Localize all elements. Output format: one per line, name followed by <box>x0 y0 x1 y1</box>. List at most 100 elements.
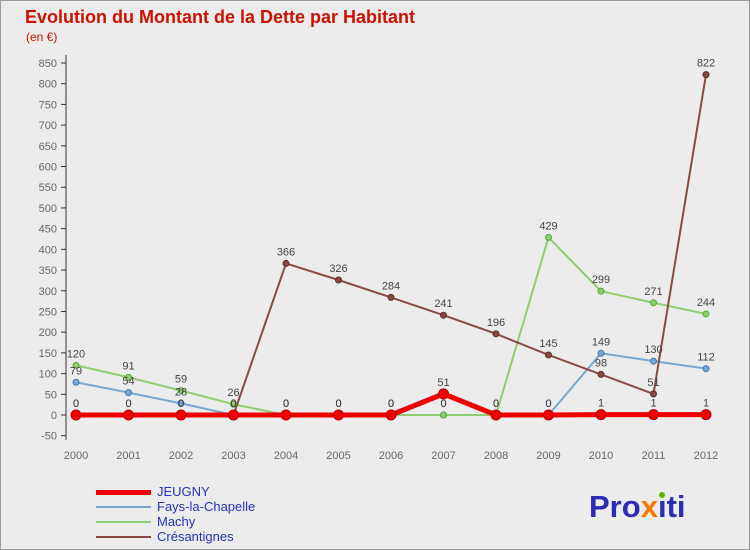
data-label: 0 <box>283 398 289 410</box>
x-axis-label: 2012 <box>694 450 718 462</box>
x-axis-label: 2000 <box>64 450 88 462</box>
chart-subtitle: (en €) <box>26 30 58 44</box>
data-label: 28 <box>175 386 187 398</box>
y-axis-label: 250 <box>39 306 57 318</box>
y-axis-label: 200 <box>39 327 57 339</box>
y-axis-label: 550 <box>39 182 57 194</box>
x-axis-label: 2008 <box>484 450 508 462</box>
data-label: 145 <box>539 338 557 350</box>
data-point <box>650 299 657 307</box>
data-label: 0 <box>73 398 79 410</box>
data-label: 59 <box>175 374 187 386</box>
data-point <box>648 409 659 421</box>
logo-i-dot <box>659 492 666 498</box>
data-point <box>228 409 239 421</box>
data-label: 0 <box>388 398 394 410</box>
data-label: 0 <box>335 398 341 410</box>
data-label: 241 <box>434 298 452 310</box>
x-axis-label: 2003 <box>221 450 245 462</box>
x-axis-label: 2004 <box>274 450 298 462</box>
x-axis-label: 2009 <box>536 450 560 462</box>
x-axis-label: 2006 <box>379 450 403 462</box>
data-label: 326 <box>329 263 347 275</box>
y-axis-label: 0 <box>51 410 57 422</box>
data-point <box>72 378 80 386</box>
x-axis-label: 2001 <box>116 450 140 462</box>
data-label: 0 <box>125 398 131 410</box>
proxiti-logo: Proxı ti <box>589 489 686 525</box>
data-point <box>280 409 292 421</box>
data-point <box>702 310 710 318</box>
data-label: 0 <box>493 398 499 410</box>
data-label: 130 <box>644 344 662 356</box>
data-label: 1 <box>703 398 709 410</box>
data-label: 120 <box>67 348 85 360</box>
x-axis-label: 2007 <box>431 450 455 462</box>
data-label: 0 <box>388 398 394 410</box>
data-point <box>597 287 605 295</box>
data-label: 284 <box>382 280 400 292</box>
data-point <box>385 409 397 421</box>
data-label: 244 <box>697 297 715 309</box>
data-point <box>333 409 344 421</box>
logo-letters: x <box>640 489 658 524</box>
data-point <box>650 357 657 365</box>
data-label: 271 <box>644 286 662 298</box>
data-point <box>175 409 187 421</box>
data-label: 0 <box>440 398 446 410</box>
data-point <box>440 311 447 319</box>
data-point <box>282 259 290 267</box>
data-point <box>597 349 605 357</box>
data-point <box>125 373 132 381</box>
data-label: 79 <box>70 365 82 377</box>
data-label: 0 <box>283 398 289 410</box>
legend-label: Crésantignes <box>157 529 234 544</box>
data-label: 0 <box>335 398 341 410</box>
data-point <box>125 389 132 397</box>
legend-label: Fays-la-Chapelle <box>157 499 256 514</box>
data-point <box>70 409 82 421</box>
legend-item: JEUGNY <box>96 485 255 499</box>
data-label: 429 <box>539 220 557 232</box>
y-axis-label: 700 <box>39 120 57 132</box>
data-label: 0 <box>493 398 499 410</box>
y-axis-label: 800 <box>39 79 57 91</box>
data-label: 0 <box>125 398 131 410</box>
y-axis-label: 850 <box>39 58 57 70</box>
data-label: 0 <box>283 398 289 410</box>
data-label: 1 <box>598 398 604 410</box>
series-line <box>75 236 707 416</box>
data-point <box>595 409 607 421</box>
data-point <box>123 409 134 421</box>
data-label: 0 <box>230 398 236 410</box>
y-axis-label: 650 <box>39 141 57 153</box>
data-label: 0 <box>178 398 184 410</box>
data-label: 0 <box>545 398 551 410</box>
series-line <box>75 73 707 416</box>
data-label: 91 <box>122 360 134 372</box>
data-label: 1 <box>650 398 656 410</box>
data-label: 0 <box>493 398 499 410</box>
x-axis-label: 2005 <box>326 450 350 462</box>
y-axis-label: 350 <box>39 265 57 277</box>
data-label: 51 <box>437 377 449 389</box>
data-label: 112 <box>697 352 715 364</box>
data-point <box>177 387 185 395</box>
data-point <box>702 365 710 373</box>
data-point <box>72 361 80 369</box>
data-point <box>545 233 552 241</box>
data-label: 54 <box>122 376 134 388</box>
data-label: 0 <box>545 398 551 410</box>
x-axis-label: 2011 <box>642 450 666 462</box>
y-axis-label: 500 <box>39 203 57 215</box>
data-point <box>702 71 710 79</box>
data-label: 0 <box>388 398 394 410</box>
chart-legend: JEUGNY Fays-la-Chapelle Machy Crésantignes <box>96 485 255 544</box>
data-point <box>700 409 712 421</box>
y-axis-label: 600 <box>39 162 57 174</box>
data-point <box>335 276 342 284</box>
legend-label: JEUGNY <box>157 484 210 499</box>
data-point <box>492 330 500 338</box>
